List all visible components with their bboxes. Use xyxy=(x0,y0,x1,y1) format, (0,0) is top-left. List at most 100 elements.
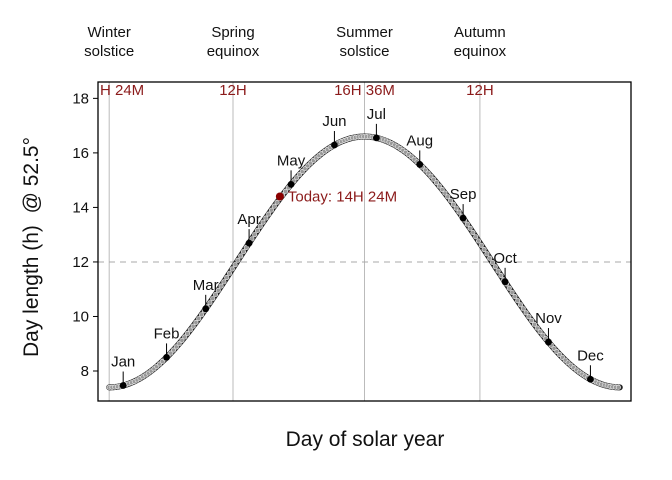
event-top-label: equinox xyxy=(454,43,507,60)
curve-point xyxy=(512,294,518,300)
curve-point xyxy=(540,332,546,338)
curve-point xyxy=(534,325,540,331)
y-tick-label: 12 xyxy=(72,254,89,271)
y-tick-label: 10 xyxy=(72,308,89,325)
curve-point xyxy=(221,279,227,285)
curve-point xyxy=(179,337,185,343)
curve-point xyxy=(268,207,275,213)
curve-point xyxy=(537,329,543,335)
curve-point xyxy=(456,209,462,215)
plot-frame xyxy=(97,81,632,402)
curve-point xyxy=(274,199,280,205)
curve-point xyxy=(433,180,440,186)
y-tick-label: 16 xyxy=(72,145,89,162)
curve-point xyxy=(210,296,216,302)
event-inner-label: 12H xyxy=(466,82,494,99)
month-point xyxy=(587,375,594,383)
month-point xyxy=(372,134,380,142)
month-label: Jan xyxy=(111,354,135,371)
y-tick-label: 8 xyxy=(81,363,89,380)
curve-point xyxy=(492,264,498,270)
month-label: Nov xyxy=(535,310,562,327)
month-label: Jul xyxy=(367,106,386,123)
curve-point xyxy=(254,227,261,233)
event-inner-labels: H 24M 12H 16H 36M 12H xyxy=(100,82,494,99)
curve-point xyxy=(263,215,269,221)
curve-point xyxy=(296,172,303,178)
y-tick-label: 18 xyxy=(72,90,89,107)
event-top-label: Autumn xyxy=(454,24,506,41)
curve-point xyxy=(439,187,445,193)
month-label: Apr xyxy=(237,211,260,228)
curve-point xyxy=(450,201,456,207)
month-label: May xyxy=(277,152,306,169)
curve-point xyxy=(464,221,470,227)
curve-point xyxy=(445,194,451,200)
event-top-label: Summer xyxy=(336,24,393,41)
curve-point xyxy=(442,190,448,196)
today-label: Today: 14H 24M xyxy=(288,189,397,206)
curve-point xyxy=(520,306,526,312)
curve-point xyxy=(517,302,524,308)
y-tick-label: 14 xyxy=(72,199,89,216)
month-label: Dec xyxy=(577,347,604,364)
month-point xyxy=(416,161,424,168)
curve-point xyxy=(509,289,515,295)
curve-point xyxy=(294,175,300,181)
curve-point xyxy=(526,314,532,320)
month-point xyxy=(163,354,170,361)
curve-point xyxy=(523,310,529,316)
month-point xyxy=(287,180,295,188)
curve-point xyxy=(212,291,219,298)
event-lines-layer xyxy=(108,82,481,401)
month-point xyxy=(501,278,509,286)
curve-point xyxy=(515,298,521,304)
curve-point xyxy=(266,211,272,217)
curve-point xyxy=(249,236,255,242)
curve-point xyxy=(238,253,244,259)
month-label: Feb xyxy=(154,325,180,342)
curve-point xyxy=(215,287,221,293)
curve-point xyxy=(243,244,249,250)
curve-point xyxy=(478,242,484,248)
curve-point xyxy=(473,234,479,240)
curve-point xyxy=(475,238,482,244)
month-label: Mar xyxy=(193,277,219,294)
curve-point xyxy=(252,232,258,238)
event-inner-label: 16H 36M xyxy=(334,82,395,99)
event-top-label: Spring xyxy=(211,24,254,41)
curve-point xyxy=(271,203,277,209)
curve-point xyxy=(531,321,538,327)
curve-point xyxy=(453,205,459,211)
curve-point xyxy=(224,275,230,281)
curve-point xyxy=(187,327,193,333)
curve-point xyxy=(218,283,224,289)
curve-point xyxy=(551,345,557,352)
today-marker-layer: Today: 14H 24M xyxy=(275,189,397,206)
curve-point xyxy=(428,173,434,179)
curve-point xyxy=(257,223,263,229)
curve-point xyxy=(198,312,205,318)
curve-point xyxy=(170,347,177,353)
curve-point xyxy=(436,183,442,189)
month-point xyxy=(331,141,338,149)
curve-point xyxy=(481,247,487,253)
curve-point xyxy=(207,300,213,306)
month-point xyxy=(202,305,210,313)
curve-point xyxy=(498,272,504,278)
curve-point xyxy=(229,266,235,272)
curve-point xyxy=(196,316,202,322)
month-point xyxy=(545,338,552,346)
curve-point xyxy=(260,219,266,225)
month-markers-layer: Jan Feb Mar Apr May Jun Jul Aug Sep Oct Nov Dec xyxy=(111,106,604,389)
curve-point xyxy=(425,170,431,176)
month-label: Aug xyxy=(406,132,433,149)
curve-point xyxy=(487,255,493,261)
curve-point xyxy=(168,350,174,356)
event-inner-label: 12H xyxy=(219,82,247,99)
curve-point xyxy=(176,341,182,347)
month-label: Sep xyxy=(450,186,477,203)
curve-point xyxy=(190,323,196,329)
event-top-label: solstice xyxy=(84,43,134,60)
y-axis: 8 10 12 14 16 18 xyxy=(72,90,98,380)
